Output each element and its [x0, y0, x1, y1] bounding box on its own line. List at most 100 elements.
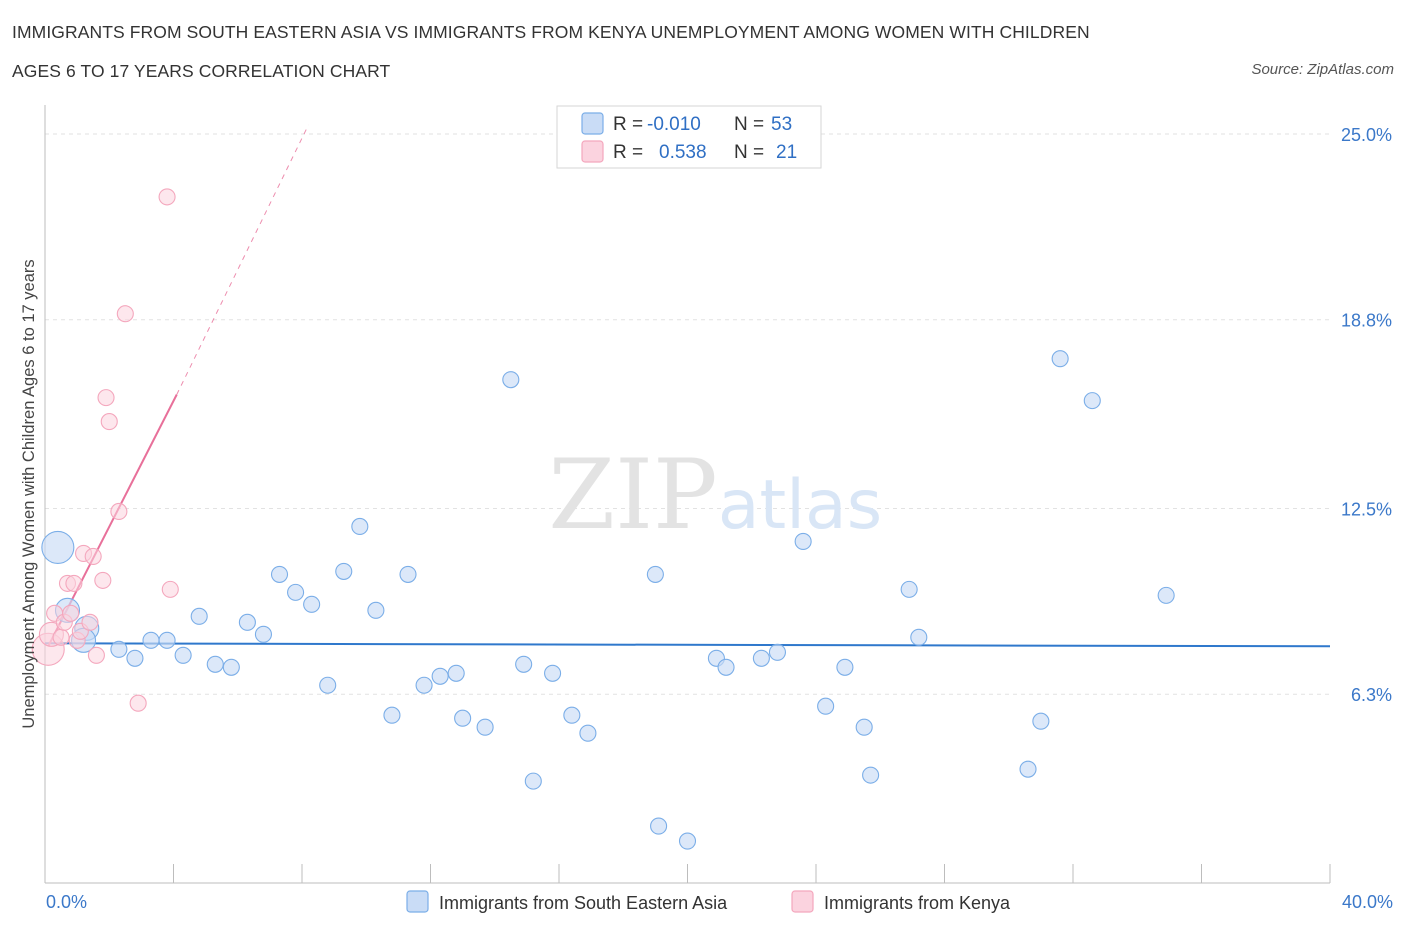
stats-legend-r-label-sea: R = [613, 114, 643, 135]
sea-point-46 [900, 580, 918, 598]
kenya-point-18 [116, 305, 134, 323]
sea-point-42 [817, 697, 835, 715]
stats-legend-r-value-sea: -0.010 [647, 114, 701, 135]
kenya-point-11 [81, 613, 99, 631]
sea-point-49 [1032, 712, 1050, 730]
legend-label-kenya: Immigrants from Kenya [824, 893, 1011, 913]
kenya-point-7 [65, 574, 83, 592]
sea-point-38 [717, 658, 735, 676]
sea-point-31 [544, 664, 562, 682]
sea-point-41 [794, 532, 812, 550]
sea-point-39 [752, 649, 770, 667]
kenya-point-17 [110, 502, 128, 521]
y-tick-label-0: 25.0% [1341, 125, 1392, 145]
sea-point-25 [447, 664, 465, 682]
watermark-zip: ZIP [548, 439, 717, 551]
y-tick-label-2: 12.5% [1341, 499, 1392, 519]
sea-point-44 [855, 718, 873, 736]
stats-legend-swatch-kenya [581, 140, 604, 163]
watermark: ZIP atlas [548, 439, 882, 551]
sea-point-19 [351, 517, 369, 536]
sea-point-36 [678, 832, 697, 850]
sea-point-29 [515, 655, 533, 673]
y-tick-label-1: 18.8% [1341, 311, 1392, 331]
kenya-point-13 [87, 646, 105, 664]
sea-point-10 [206, 655, 224, 673]
sea-point-4 [110, 640, 128, 658]
gridlines [45, 133, 1330, 695]
y-axis-label: Unemployment Among Women with Children A… [20, 259, 38, 728]
stats-legend-r-value-kenya: 0.538 [659, 142, 707, 163]
sea-point-5 [126, 649, 144, 667]
sea-point-51 [1083, 392, 1101, 410]
stats-legend-n-value-sea: 53 [771, 114, 792, 135]
sea-point-16 [303, 595, 321, 613]
sea-point-27 [476, 718, 494, 736]
sea-trend-line [44, 642, 1331, 648]
sea-point-35 [650, 817, 668, 835]
sea-point-18 [335, 562, 353, 580]
axes [44, 105, 1331, 884]
sea-point-8 [174, 646, 192, 664]
sea-point-30 [524, 772, 542, 790]
sea-point-24 [431, 667, 449, 685]
sea-point-33 [579, 724, 597, 742]
kenya-point-19 [129, 694, 147, 712]
trend-lines [44, 124, 1331, 648]
kenya-point-6 [62, 604, 80, 622]
kenya-point-15 [97, 389, 115, 407]
stats-legend: R = -0.010 N = 53 R = 0.538 N = 21 [556, 105, 822, 169]
x-tick-label-1: 40.0% [1342, 892, 1393, 912]
sea-point-13 [254, 625, 273, 643]
sea-point-52 [1157, 586, 1175, 604]
kenya-point-14 [94, 571, 112, 589]
sea-point-40 [768, 643, 787, 661]
sea-point-17 [319, 676, 337, 694]
sea-point-43 [836, 658, 854, 676]
sea-point-48 [1019, 760, 1037, 778]
stats-legend-n-label-kenya: N = [734, 142, 764, 163]
chart-source: Source: ZipAtlas.com [1251, 61, 1394, 78]
y-tick-labels: 25.0% 18.8% 12.5% 6.3% [1341, 125, 1392, 705]
data-points [31, 188, 1175, 850]
sea-point-28 [502, 371, 520, 389]
kenya-point-21 [161, 580, 179, 598]
kenya-point-3 [52, 628, 70, 646]
sea-point-32 [563, 706, 581, 724]
watermark-atlas: atlas [718, 466, 882, 545]
sea-point-26 [454, 709, 472, 727]
sea-point-47 [910, 628, 928, 646]
chart-title-line-1: IMMIGRANTS FROM SOUTH EASTERN ASIA VS IM… [12, 22, 1090, 42]
stats-legend-n-label-sea: N = [734, 114, 764, 135]
sea-point-22 [399, 565, 417, 583]
kenya-trend-extension [176, 124, 309, 395]
sea-point-23 [415, 676, 433, 694]
sea-point-20 [367, 601, 385, 619]
x-tick-label-0: 0.0% [46, 892, 87, 912]
sea-point-14 [270, 565, 289, 583]
series-legend: Immigrants from South Eastern Asia Immig… [406, 890, 1011, 913]
stats-legend-swatch-sea [581, 112, 604, 135]
kenya-point-12 [84, 547, 102, 565]
sea-point-45 [862, 766, 880, 784]
sea-point-0 [41, 530, 75, 564]
sea-point-34 [646, 565, 664, 583]
kenya-point-20 [158, 188, 176, 206]
kenya-point-16 [100, 413, 118, 431]
sea-point-50 [1051, 350, 1069, 368]
legend-swatch-kenya [791, 890, 814, 913]
stats-legend-r-label-kenya: R = [613, 142, 643, 163]
sea-point-12 [238, 613, 256, 631]
sea-point-11 [222, 658, 240, 676]
legend-label-sea: Immigrants from South Eastern Asia [439, 893, 728, 913]
stats-legend-n-value-kenya: 21 [776, 142, 797, 163]
legend-swatch-sea [406, 890, 429, 913]
chart-title-line-2: AGES 6 TO 17 YEARS CORRELATION CHART [12, 61, 391, 81]
sea-point-15 [287, 583, 305, 601]
y-tick-label-3: 6.3% [1351, 685, 1392, 705]
x-tick-labels: 0.0% 40.0% [46, 892, 1393, 912]
sea-point-21 [383, 706, 401, 724]
sea-point-7 [158, 631, 176, 649]
sea-point-9 [190, 607, 208, 625]
